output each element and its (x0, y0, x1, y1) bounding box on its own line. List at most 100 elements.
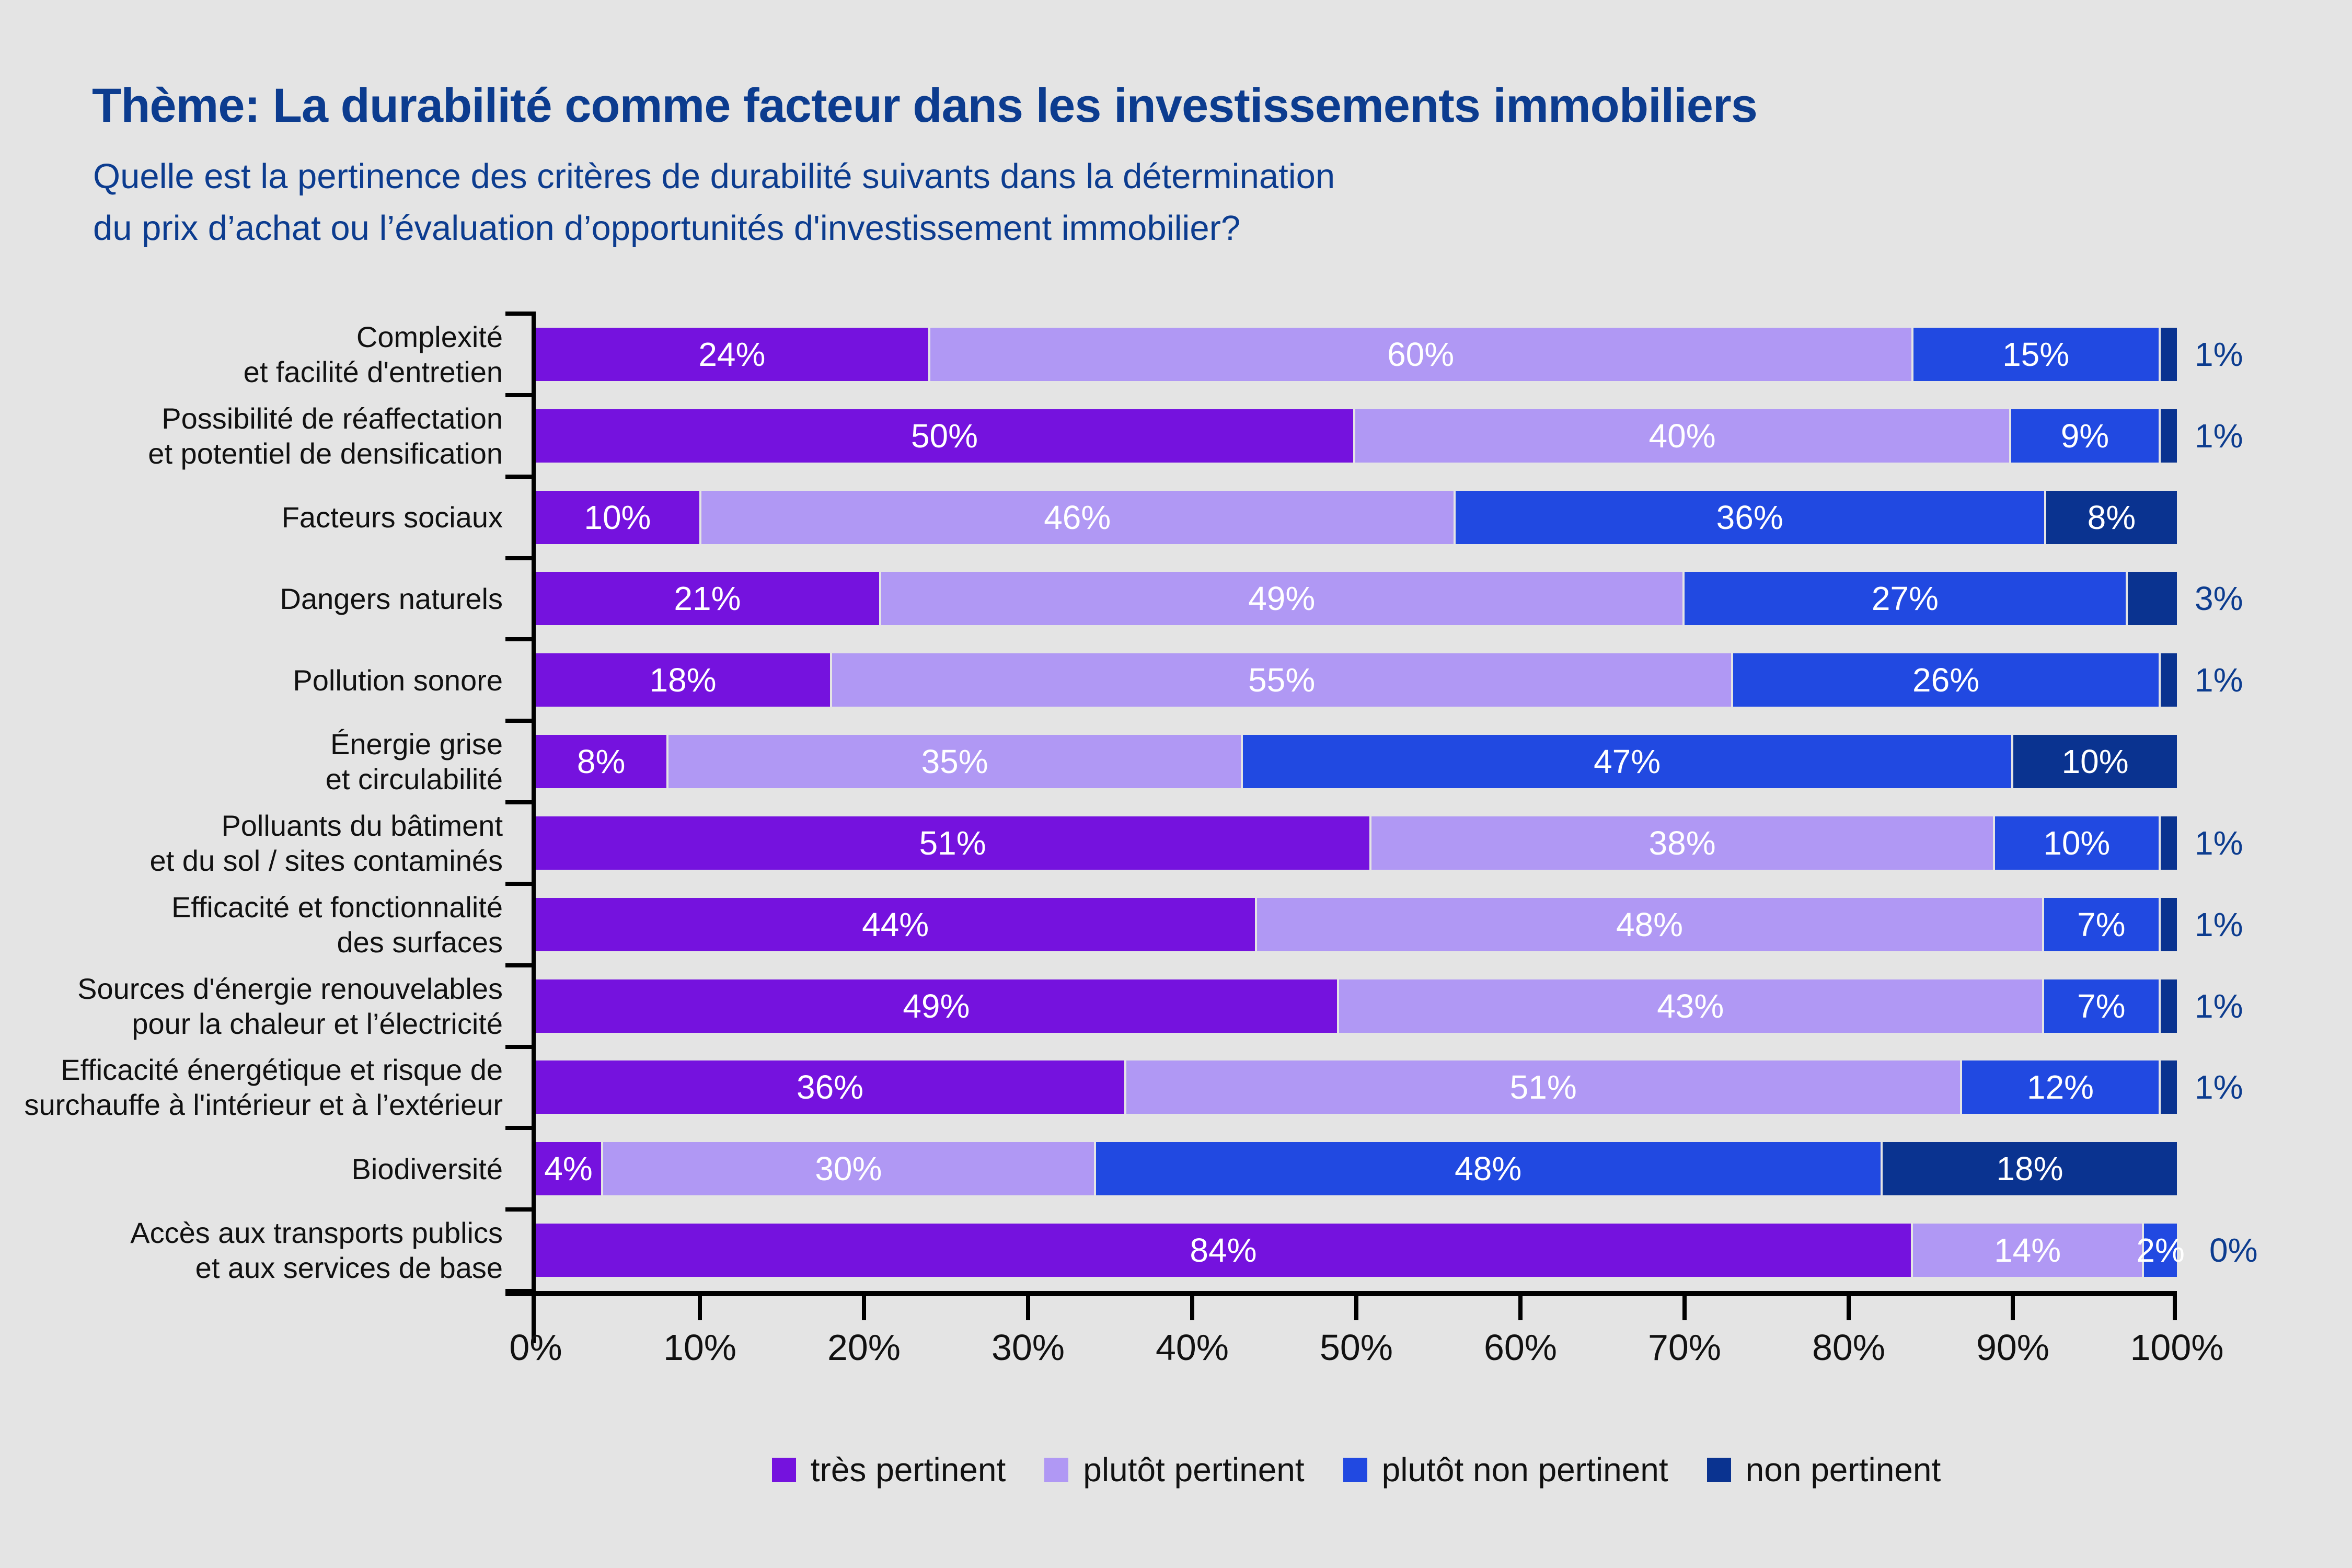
y-axis-tick (505, 556, 532, 560)
category-label-line: Polluants du bâtiment (221, 809, 503, 842)
segment-value-label: 18% (1996, 1150, 2063, 1188)
x-axis-tick (1847, 1296, 1851, 1320)
bar-segment-3: 36% (1455, 490, 2044, 544)
segment-value-label: 50% (910, 417, 978, 455)
bar-segment-4 (2160, 1060, 2177, 1114)
legend-swatch (771, 1458, 796, 1482)
category-label-line: Énergie grise (330, 728, 503, 761)
y-axis-tick (505, 881, 532, 886)
category-labels: Complexité et facilité d'entretien Possibi… (0, 314, 503, 1291)
segment-value-label: 84% (1190, 1231, 1257, 1270)
category-label-line: pour la chaleur et l’électricité (132, 1007, 503, 1040)
category-label: Efficacité et fonctionnalité des surfaces (0, 884, 503, 965)
category-label-line: et potentiel de densification (148, 436, 503, 470)
y-axis-tick (505, 800, 532, 804)
legend-item-label: non pertinent (1745, 1451, 1941, 1489)
x-tick-label: 90% (1976, 1327, 2050, 1368)
segment-value-label: 26% (1912, 661, 1980, 699)
legend-item-label: très pertinent (810, 1451, 1006, 1489)
chart-subtitle-line-2: du prix d’achat ou l’évaluation d’opport… (93, 209, 1241, 248)
y-axis-tick (505, 474, 532, 479)
bar-row: 50% 40% 9% 1% (536, 409, 2243, 463)
bar-row: 44% 48% 7% 1% (536, 897, 2243, 951)
category-label: Possibilité de réaffectation et potentiel… (0, 395, 503, 477)
x-axis-line (505, 1291, 2177, 1296)
y-axis-line (532, 312, 536, 1343)
bar-segment-1: 50% (536, 409, 1353, 463)
category-label: Dangers naturels (0, 558, 503, 640)
bar-row: 24% 60% 15% 1% (536, 327, 2243, 381)
outside-value-label: 1% (2195, 335, 2243, 373)
bar-segment-3: 12% (1962, 1060, 2159, 1114)
category-label-line: Facteurs sociaux (281, 501, 503, 534)
y-axis-tick (505, 1126, 532, 1131)
category-label-line: Possibilité de réaffectation (162, 401, 503, 435)
legend-item: plutôt pertinent (1044, 1450, 1305, 1489)
segment-value-label: 7% (2077, 987, 2126, 1025)
category-label-line: et circulabilité (325, 763, 503, 796)
y-axis-tick (505, 637, 532, 642)
segment-value-label: 30% (815, 1150, 882, 1188)
legend: très pertinent plutôt pertinent plutôt non… (536, 1449, 2177, 1491)
segment-value-label: 21% (674, 580, 741, 618)
bar-segment-3: 9% (2011, 409, 2159, 463)
bar-segment-4 (2160, 816, 2177, 870)
outside-value-label: 1% (2195, 824, 2243, 862)
bar-segment-1: 18% (536, 653, 831, 707)
bar-row: 51% 38% 10% 1% (536, 816, 2243, 870)
x-axis-tick (2011, 1296, 2015, 1320)
x-tick-label: 100% (2130, 1327, 2224, 1368)
bar-segment-2: 46% (701, 490, 1454, 544)
bar-segment-2: 60% (930, 327, 1911, 381)
x-axis-tick (1190, 1296, 1194, 1320)
segment-value-label: 60% (1387, 335, 1455, 373)
segment-value-label: 48% (1455, 1150, 1522, 1188)
bar-segment-2: 14% (1912, 1224, 2142, 1277)
bar-segment-1: 24% (536, 327, 928, 381)
bar-segment-1: 49% (536, 979, 1337, 1033)
outside-value-label: 1% (2195, 417, 2243, 455)
segment-value-label: 14% (1994, 1231, 2061, 1270)
legend-item-label: plutôt non pertinent (1381, 1451, 1668, 1489)
category-label-line: Dangers naturels (280, 582, 503, 615)
segment-value-label: 48% (1616, 905, 1684, 943)
segment-value-label: 49% (903, 987, 970, 1025)
bar-segment-3: 15% (1913, 327, 2159, 381)
bar-segment-3: 10% (1994, 816, 2159, 870)
bar-segment-1: 84% (536, 1224, 1911, 1277)
category-label: Complexité et facilité d'entretien (0, 314, 503, 395)
x-tick-label: 50% (1319, 1327, 1393, 1368)
legend-item: non pertinent (1707, 1450, 1941, 1489)
bar-segment-4 (2128, 572, 2177, 626)
bar-segment-1: 36% (536, 1060, 1125, 1114)
bar-segment-4: 8% (2046, 490, 2177, 544)
bar-segment-4 (2160, 897, 2177, 951)
category-label: Accès aux transports publics et aux servi… (0, 1209, 503, 1291)
x-axis-tick (1354, 1296, 1358, 1320)
y-axis-tick (505, 1289, 532, 1293)
category-label: Biodiversité (0, 1128, 503, 1209)
x-axis-tick (1518, 1296, 1523, 1320)
category-label-line: des surfaces (337, 925, 503, 959)
bar-row: 10% 46% 36% 8% (536, 490, 2177, 544)
outside-value-label: 1% (2195, 987, 2243, 1025)
bar-segment-2: 38% (1371, 816, 1993, 870)
x-tick-label: 70% (1647, 1327, 1722, 1368)
legend-item-label: plutôt pertinent (1083, 1451, 1305, 1489)
legend-swatch (1707, 1458, 1731, 1482)
category-label: Facteurs sociaux (0, 477, 503, 558)
segment-value-label: 24% (698, 335, 766, 373)
bar-segment-4: 18% (1882, 1142, 2177, 1196)
segment-value-label: 10% (2043, 824, 2111, 862)
x-tick-label: 60% (1483, 1327, 1558, 1368)
legend-item: très pertinent (771, 1450, 1006, 1489)
segment-value-label: 8% (577, 743, 626, 781)
category-label-line: Accès aux transports publics (130, 1216, 503, 1250)
bar-segment-2: 51% (1126, 1060, 1961, 1114)
outside-value-label: 0% (2209, 1231, 2258, 1270)
x-tick-label: 80% (1812, 1327, 1886, 1368)
segment-value-label: 15% (2002, 335, 2070, 373)
y-axis-tick (505, 312, 532, 316)
segment-value-label: 9% (2060, 417, 2109, 455)
